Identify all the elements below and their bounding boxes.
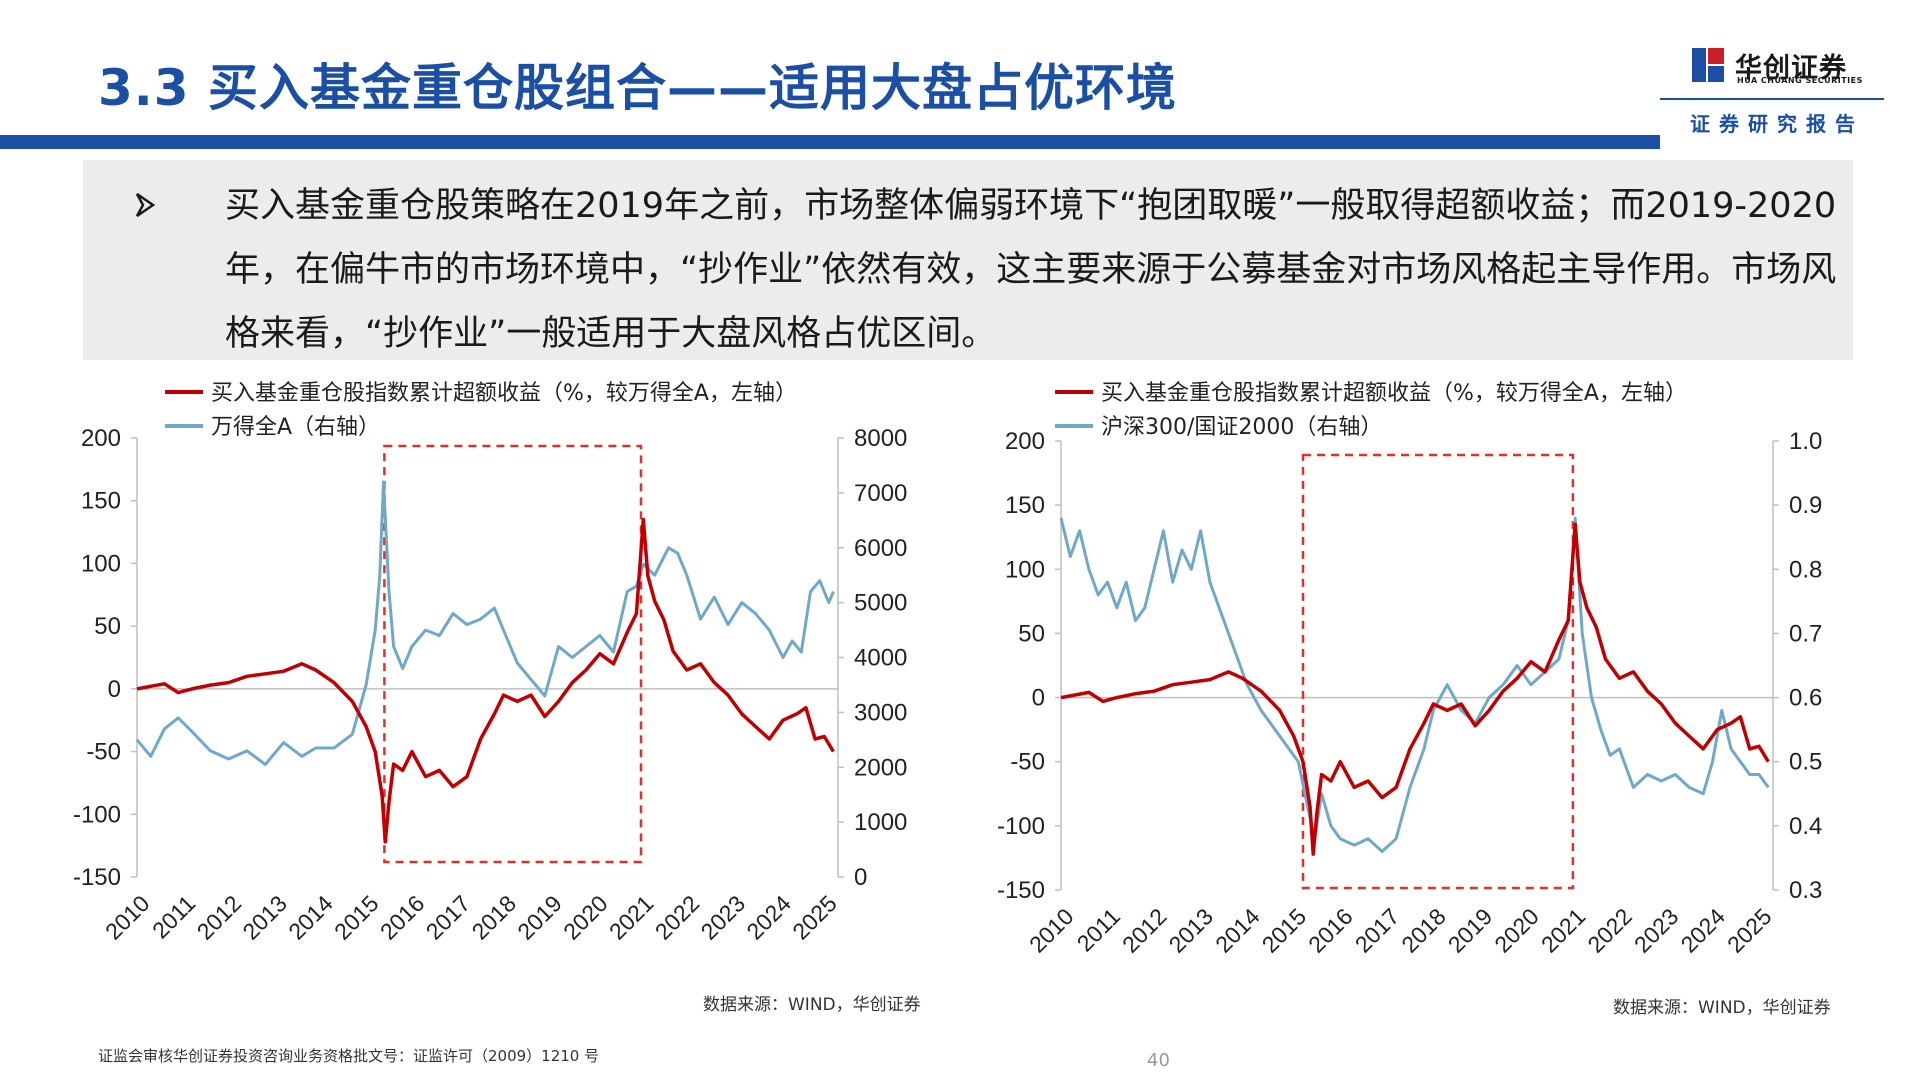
- chart1-legend-label: 沪深300/国证2000（右轴）: [1101, 415, 1382, 440]
- chart1-y-tick-label: 0: [1032, 685, 1045, 712]
- brand-logo: 华创证券 HUA CHUANG SECURITIES: [1690, 46, 1890, 86]
- chart1-x-tick-label: 2010: [1024, 903, 1079, 958]
- logo-name-en: HUA CHUANG SECURITIES: [1737, 76, 1863, 85]
- header-bar: [0, 135, 1660, 149]
- chart0-x-tick-label: 2011: [147, 890, 200, 943]
- chart0-y-tick-label: -150: [73, 864, 121, 891]
- chart0-x-tick-label: 2022: [650, 890, 705, 945]
- chart0-y2-tick-label: 5000: [854, 590, 907, 617]
- chart0-x-tick-label: 2010: [100, 890, 155, 945]
- chart1-y-tick-label: -100: [997, 813, 1045, 840]
- chart0-y2-tick-label: 4000: [854, 645, 907, 672]
- chart0-series-line-right-axis: [135, 480, 835, 766]
- chart0-x-tick-label: 2018: [467, 890, 522, 945]
- chart1-y2-tick-label: 0.7: [1789, 620, 1822, 647]
- chart1-y2-tick-label: 0.9: [1789, 492, 1822, 519]
- chart1-series-line-right-axis: [1059, 516, 1770, 853]
- chart1-x-tick-label: 2011: [1072, 903, 1125, 956]
- chart1-highlight-box: [1301, 453, 1575, 890]
- page-number: 40: [1147, 1050, 1170, 1071]
- chart0-x-tick-label: 2014: [283, 890, 338, 945]
- chart1-y2-tick-label: 0.5: [1789, 749, 1822, 776]
- chart0-x-tick-label: 2013: [237, 890, 292, 945]
- arrow-bullet-icon: [135, 192, 156, 218]
- chart0-x-tick-label: 2015: [329, 890, 384, 945]
- chart1-x-tick-label: 2018: [1396, 903, 1451, 958]
- chart-right: 200 150 100 50 0 -50 -100 -150 1.0 0.9 0.8 0.7 0.6 0.…: [997, 381, 1822, 958]
- chart0-y-tick-label: 0: [108, 676, 121, 703]
- chart0-y-tick-label: 50: [94, 613, 121, 640]
- logo-mark-icon: [1692, 48, 1724, 82]
- chart1-x-tick-label: 2023: [1629, 903, 1684, 958]
- chart1-x-tick-label: 2012: [1117, 903, 1172, 958]
- chart0-y2-tick-label: 7000: [854, 480, 907, 507]
- chart0-y2-tick-label: 3000: [854, 699, 907, 726]
- chart1-x-tick-label: 2022: [1582, 903, 1637, 958]
- chart1-x-tick-label: 2025: [1722, 903, 1777, 958]
- chart1-y-tick-label: 200: [1005, 428, 1045, 455]
- chart0-y-tick-label: 100: [81, 550, 121, 577]
- chart0-y2-tick-label: 8000: [854, 425, 907, 452]
- chart1-series-line-excess-return: [1060, 522, 1770, 856]
- chart0-y2-tick-label: 1000: [854, 809, 907, 836]
- report-tag: 证券研究报告: [1690, 112, 1864, 136]
- chart1-x-tick-label: 2020: [1489, 903, 1544, 958]
- chart1-y2-tick-label: 0.8: [1789, 556, 1822, 583]
- chart0-x-tick-label: 2025: [787, 890, 842, 945]
- chart1-y-tick-label: -150: [997, 877, 1045, 904]
- chart1-x-tick-label: 2015: [1257, 903, 1312, 958]
- chart0-x-tick-label: 2019: [512, 890, 567, 945]
- chart1-y2-tick-label: 0.4: [1789, 813, 1822, 840]
- chart0-y-tick-label: -100: [73, 801, 121, 828]
- chart0-highlight-box: [383, 444, 643, 864]
- chart1-x-tick-label: 2014: [1210, 903, 1265, 958]
- chart1-legend-label: 买入基金重仓股指数累计超额收益（%，较万得全A，左轴）: [1101, 381, 1687, 406]
- chart0-x-tick-label: 2012: [192, 890, 247, 945]
- chart1-x-tick-label: 2024: [1675, 903, 1730, 958]
- summary-box: 买入基金重仓股策略在2019年之前，市场整体偏弱环境下“抱团取暖”一般取得超额收…: [83, 160, 1853, 360]
- chart0-y-tick-label: 150: [81, 488, 121, 515]
- chart1-y-tick-label: -50: [1010, 749, 1045, 776]
- license-note: 证监会审核华创证券投资咨询业务资格批文号：证监许可（2009）1210 号: [98, 1047, 600, 1065]
- logo-underline: [1660, 98, 1884, 100]
- source-note-left: 数据来源：WIND，华创证券: [703, 995, 921, 1015]
- chart0-y2-tick-label: 2000: [854, 754, 907, 781]
- chart0-x-tick-label: 2021: [604, 890, 659, 945]
- chart0-y-tick-label: -50: [86, 739, 121, 766]
- chart1-x-tick-label: 2021: [1536, 903, 1591, 958]
- chart1-x-tick-label: 2019: [1443, 903, 1498, 958]
- chart0-x-tick-label: 2024: [741, 890, 796, 945]
- chart0-x-tick-label: 2016: [375, 890, 430, 945]
- chart1-y-tick-label: 50: [1018, 620, 1045, 647]
- chart0-series-line-excess-return: [136, 517, 835, 844]
- chart1-y-tick-label: 150: [1005, 492, 1045, 519]
- source-note-right: 数据来源：WIND，华创证券: [1613, 998, 1831, 1018]
- page-title: 3.3 买入基金重仓股组合——适用大盘占优环境: [98, 59, 1177, 117]
- chart0-x-tick-label: 2017: [421, 890, 476, 945]
- chart1-x-tick-label: 2013: [1164, 903, 1219, 958]
- chart0-y2-tick-label: 6000: [854, 535, 907, 562]
- chart1-x-tick-label: 2017: [1350, 903, 1405, 958]
- chart1-y2-tick-label: 0.3: [1789, 877, 1822, 904]
- summary-text: 买入基金重仓股策略在2019年之前，市场整体偏弱环境下“抱团取暖”一般取得超额收…: [225, 186, 1837, 354]
- chart1-y2-tick-label: 0.6: [1789, 685, 1822, 712]
- chart-left: 200 150 100 50 0 -50 -100 -150 8000 7000 6000 5000 4…: [73, 381, 907, 945]
- chart1-x-tick-label: 2016: [1303, 903, 1358, 958]
- chart1-y2-tick-label: 1.0: [1789, 428, 1822, 455]
- chart0-legend-label: 买入基金重仓股指数累计超额收益（%，较万得全A，左轴）: [211, 381, 797, 406]
- chart0-y-tick-label: 200: [81, 425, 121, 452]
- chart1-y-tick-label: 100: [1005, 556, 1045, 583]
- chart0-y2-tick-label: 0: [854, 864, 867, 891]
- logo-name-cn: 华创证券: [1735, 53, 1847, 84]
- chart0-x-tick-label: 2020: [558, 890, 613, 945]
- chart0-x-tick-label: 2023: [696, 890, 751, 945]
- chart0-legend-label: 万得全A（右轴）: [211, 415, 380, 440]
